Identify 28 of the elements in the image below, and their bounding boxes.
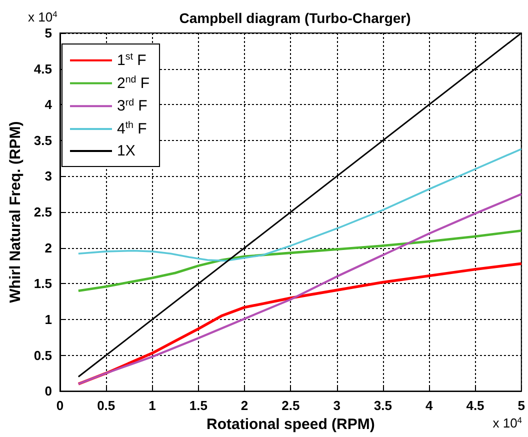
line-series [77,193,522,385]
y-tick-label: 4 [44,97,53,112]
x-axis-title: Rotational speed (RPM) [206,416,375,433]
y-axis-title: Whirl Natural Freq. (RPM) [7,121,24,303]
x-tick-label: 3 [333,398,340,414]
y-tick-label: 2.5 [34,204,52,220]
x-tick-label: 2 [240,398,248,414]
x-tick-label: 0.5 [97,398,116,414]
y-tick-label: 3 [44,168,52,184]
x-tick-label: 4.5 [466,398,484,414]
x-tick-label: 4 [425,398,434,414]
x-tick-label: 1.5 [189,398,208,414]
y-tick-label: 2 [44,240,52,256]
y-tick-label: 3.5 [34,132,52,148]
x-tick-label: 3.5 [374,398,392,414]
x-tick-label: 2.5 [282,398,300,414]
y-tick-label: 5 [44,26,52,40]
y-tick-label: 0 [44,384,52,399]
y-tick-label: 1.5 [34,276,52,292]
x-tick-label: 0 [56,398,64,414]
legend-label: 1X [117,142,136,160]
y-tick-label: 0.5 [34,348,52,363]
line-series [77,229,523,292]
x-tick-label: 5 [518,398,525,414]
y-tick-label: 4.5 [34,61,52,76]
x-tick-label: 1 [148,398,156,414]
y-tick-label: 1 [44,312,52,327]
chart-title: Campbell diagram (Turbo-Charger) [179,10,411,26]
